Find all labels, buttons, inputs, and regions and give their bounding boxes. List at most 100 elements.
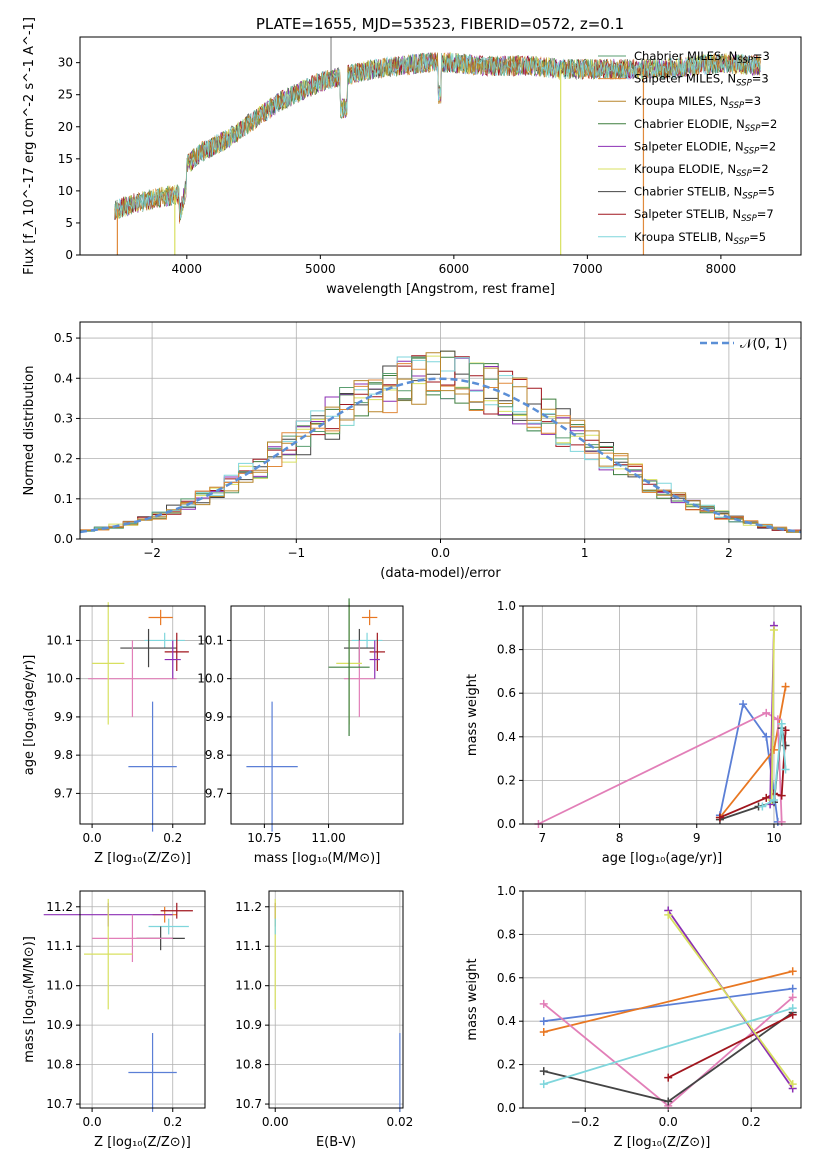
histogram-step <box>80 352 801 533</box>
y-tick-label: 0.3 <box>54 411 73 425</box>
y-tick-label: 0.6 <box>497 971 516 985</box>
x-tick-label: 5000 <box>305 262 336 276</box>
plus-marker <box>769 796 778 805</box>
plus-marker <box>539 1067 548 1076</box>
plus-marker <box>539 1017 548 1026</box>
plus-marker <box>539 1028 548 1037</box>
plus-marker <box>664 1097 673 1106</box>
legend-label: Salpeter ELODIE, NSSP=2 <box>634 139 776 156</box>
y-tick-label: 0.0 <box>54 532 73 546</box>
y-tick-label: 5 <box>65 216 73 230</box>
plus-marker <box>715 813 724 822</box>
plus-marker <box>769 625 778 634</box>
panel-mass-vs-e-b-v-: 0.00 0.02 10.7 10.8 10.9 11.0 11.1 11.2 E(B-V) <box>235 890 414 1150</box>
plus-marker <box>739 700 748 709</box>
x-tick-label: 7 <box>538 831 546 845</box>
x-tick-label: 6000 <box>439 262 470 276</box>
plus-marker <box>762 708 771 717</box>
spectrum-line <box>114 52 761 219</box>
plus-marker <box>773 715 782 724</box>
y-tick-label: 0.4 <box>497 730 516 744</box>
series-line <box>667 914 794 1085</box>
y-tick-label: 10 <box>58 184 73 198</box>
legend: Chabrier MILES, NSSP=3 Salpeter MILES, NS… <box>598 49 777 247</box>
y-tick-label: 10.9 <box>46 1018 73 1032</box>
y-tick-label: 11.1 <box>46 939 73 953</box>
y-tick-label: 1.0 <box>497 884 516 898</box>
x-tick-label: 0.2 <box>163 831 182 845</box>
y-tick-label: 9.9 <box>205 710 224 724</box>
plus-marker <box>664 1073 673 1082</box>
y-tick-label: 9.7 <box>205 786 224 800</box>
plus-marker <box>788 1004 797 1013</box>
y-tick-label: 0.8 <box>497 927 516 941</box>
plus-marker <box>777 817 786 826</box>
x-tick-label: 4000 <box>172 262 203 276</box>
x-tick-label: 0.2 <box>163 1115 182 1129</box>
x-tick-label: 2 <box>725 546 733 560</box>
legend-label: Chabrier ELODIE, NSSP=2 <box>634 117 777 134</box>
y-tick-label: 25 <box>58 88 73 102</box>
plus-marker <box>777 719 786 728</box>
y-tick-label: 10.9 <box>235 1018 262 1032</box>
plus-marker <box>539 1080 548 1089</box>
y-tick-label: 11.1 <box>235 939 262 953</box>
x-tick-label: −0.2 <box>571 1115 600 1129</box>
x-axis-label: Z [log₁₀(Z/Z⊙)] <box>614 1135 711 1150</box>
plus-marker <box>788 1080 797 1089</box>
normal-curve <box>79 377 802 534</box>
x-tick-label: 0.0 <box>431 546 450 560</box>
y-tick-label: 30 <box>58 56 73 70</box>
panel-mass-vs-z: 0.0 0.2 10.7 10.8 10.9 11.0 11.1 11.2 Z [log₁₀(Z… <box>22 890 206 1150</box>
y-tick-label: 10.1 <box>197 633 224 647</box>
plus-marker <box>762 732 771 741</box>
panel-age-vs-z: 0.0 0.2 9.7 9.8 9.9 10.0 10.1 Z [log₁₀(Z/Z⊙)] ag… <box>22 602 206 866</box>
y-axis-label: Flux [f_λ 10^-17 erg cm^-2 s^-1 A^-1] <box>22 17 37 275</box>
legend-label: 𝒩(0, 1) <box>740 337 787 352</box>
y-tick-label: 20 <box>58 120 73 134</box>
y-tick-label: 11.2 <box>46 900 73 914</box>
x-tick-label: 0.2 <box>742 1115 761 1129</box>
legend-label: Kroupa MILES, NSSP=3 <box>634 94 761 111</box>
x-tick-label: 0.0 <box>83 1115 102 1129</box>
y-axis-label: mass weight <box>465 674 480 756</box>
y-tick-label: 11.0 <box>235 979 262 993</box>
y-axis-label: mass [log₁₀(M/M⊙)] <box>22 936 37 1063</box>
x-tick-label: 8 <box>616 831 624 845</box>
axes-frame <box>522 890 802 1109</box>
x-axis-label: E(B-V) <box>316 1135 356 1150</box>
y-axis-label: Normed distribution <box>22 366 37 496</box>
x-tick-label: 0.00 <box>262 1115 289 1129</box>
plus-marker <box>539 999 548 1008</box>
x-tick-label: 0.02 <box>387 1115 414 1129</box>
x-axis-label: (data-model)/error <box>380 566 501 581</box>
y-tick-label: 15 <box>58 152 73 166</box>
y-tick-label: 9.8 <box>205 748 224 762</box>
x-axis-label: wavelength [Angstrom, rest frame] <box>326 282 555 297</box>
x-tick-label: −1 <box>287 546 305 560</box>
panel-residual-histogram: −2 −1 0.0 1 2 0.0 0.1 0.2 0.3 0.4 0.5 (data-model)/… <box>22 321 802 581</box>
plus-marker <box>664 910 673 919</box>
series-line <box>719 686 787 819</box>
x-tick-label: −2 <box>143 546 161 560</box>
series-line <box>770 629 775 801</box>
series-line <box>761 723 787 808</box>
y-axis-label: age [log₁₀(age/yr)] <box>22 655 37 776</box>
axes-frame <box>522 605 802 825</box>
x-tick-label: 8000 <box>706 262 737 276</box>
y-tick-label: 9.7 <box>54 786 73 800</box>
x-tick-label: 0.0 <box>83 831 102 845</box>
x-axis-label: Z [log₁₀(Z/Z⊙)] <box>94 1135 191 1150</box>
x-tick-label: 11.00 <box>311 831 345 845</box>
y-tick-label: 0.4 <box>497 1014 516 1028</box>
y-tick-label: 0.8 <box>497 643 516 657</box>
x-tick-label: 7000 <box>572 262 603 276</box>
x-tick-label: 0.0 <box>659 1115 678 1129</box>
y-tick-label: 11.2 <box>235 900 262 914</box>
y-tick-label: 0.5 <box>54 331 73 345</box>
axes-frame <box>79 36 802 256</box>
plus-marker <box>781 682 790 691</box>
y-tick-label: 10.0 <box>197 672 224 686</box>
axes-frame <box>79 605 206 825</box>
